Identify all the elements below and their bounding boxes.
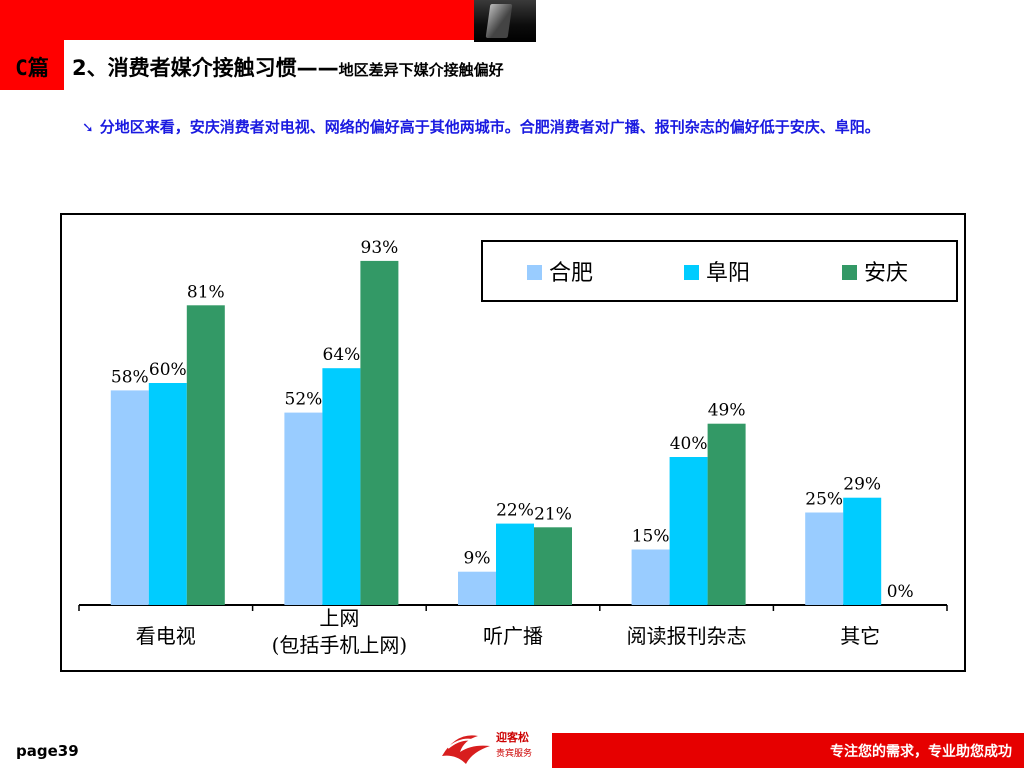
data-label: 22% [496, 501, 534, 521]
data-label: 81% [187, 282, 225, 302]
bar-合肥-1 [284, 412, 323, 605]
x-tick-label: 其它 [840, 624, 880, 648]
data-label: 21% [534, 504, 572, 524]
data-label: 93% [361, 238, 399, 258]
legend-label: 安庆 [864, 261, 908, 286]
data-label: 9% [464, 549, 491, 569]
company-logo-icon [442, 735, 490, 764]
bar-阜阳-2 [496, 523, 534, 605]
x-tick-label: 看电视 [136, 624, 196, 648]
summary-text: 分地区来看，安庆消费者对电视、网络的偏好高于其他两城市。合肥消费者对广播、报刊杂… [99, 118, 880, 136]
title-main: 2、消费者媒介接触习惯—— [72, 56, 339, 80]
legend-box [481, 240, 958, 302]
arrow-bullet-icon: ➘ [82, 120, 94, 136]
section-tag: C篇 [0, 40, 64, 90]
top-red-bar [0, 0, 474, 40]
bar-安庆-2 [534, 527, 572, 605]
chart-frame: 58% 60% 81% 看电视 52% 64% 93% 上网 (包括手机上网) 9% 22% 21% 听… [60, 213, 966, 672]
data-label: 15% [632, 527, 670, 547]
data-label: 40% [670, 434, 708, 454]
x-tick-label: (包括手机上网) [272, 633, 408, 657]
page-number: page39 [16, 742, 79, 760]
company-logo: 迎客松 贵宾服务 [438, 726, 550, 766]
bar-合肥-2 [458, 571, 496, 605]
top-decor-image [474, 0, 536, 42]
data-label: 60% [149, 360, 187, 380]
logo-name: 迎客松 [496, 731, 529, 744]
bar-阜阳-1 [322, 368, 361, 605]
data-label: 29% [843, 475, 881, 495]
legend-swatch-合肥 [527, 265, 542, 280]
footer-slogan: 专注您的需求，专业助您成功 [830, 744, 1012, 760]
data-label: 0% [887, 582, 914, 602]
bar-合肥-4 [805, 512, 844, 605]
bar-安庆-3 [707, 423, 746, 605]
x-tick-label: 阅读报刊杂志 [627, 624, 747, 648]
legend-swatch-阜阳 [684, 265, 699, 280]
legend-label: 合肥 [549, 261, 593, 286]
bar-合肥-0 [110, 390, 149, 605]
page-title: 2、消费者媒介接触习惯——地区差异下媒介接触偏好 [72, 52, 504, 82]
data-label: 52% [285, 390, 323, 410]
bar-阜阳-4 [843, 497, 882, 605]
footer-bar: 专注您的需求，专业助您成功 [552, 733, 1024, 768]
title-sub: 地区差异下媒介接触偏好 [338, 61, 504, 79]
bar-安庆-1 [360, 260, 399, 605]
logo-tagline: 贵宾服务 [496, 749, 533, 759]
summary-paragraph: ➘ 分地区来看，安庆消费者对电视、网络的偏好高于其他两城市。合肥消费者对广播、报刊… [80, 112, 940, 143]
data-label: 64% [323, 345, 361, 365]
x-tick-label: 听广播 [483, 624, 543, 648]
bar-chart: 58% 60% 81% 看电视 52% 64% 93% 上网 (包括手机上网) 9% 22% 21% 听… [78, 238, 958, 657]
bar-阜阳-3 [669, 457, 708, 605]
data-label: 49% [708, 401, 746, 421]
bar-安庆-0 [186, 305, 225, 605]
legend-swatch-安庆 [842, 265, 857, 280]
legend-label: 阜阳 [706, 261, 750, 286]
x-tick-label: 上网 [319, 606, 359, 630]
bar-合肥-3 [631, 549, 670, 605]
bar-阜阳-0 [148, 383, 187, 605]
data-label: 58% [111, 367, 149, 387]
data-label: 25% [805, 490, 843, 510]
